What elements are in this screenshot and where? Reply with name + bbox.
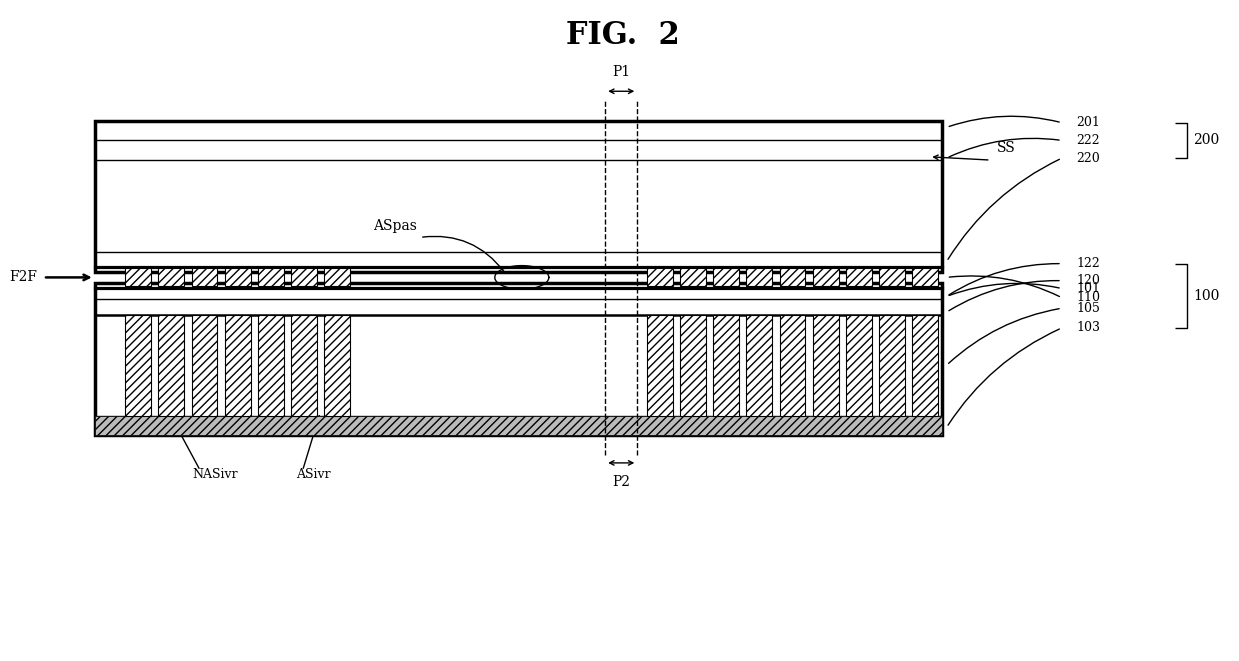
Bar [746,315,772,416]
Text: 100: 100 [1193,289,1219,303]
Text: 201: 201 [1077,116,1100,129]
Text: 101: 101 [1077,282,1100,295]
Bar [224,315,250,416]
Bar [291,315,317,416]
Text: 222: 222 [1077,134,1100,147]
Text: P1: P1 [612,65,631,79]
Bar [258,315,284,416]
Bar [714,315,740,416]
Bar [846,268,872,286]
Bar [912,268,938,286]
Text: 220: 220 [1077,151,1100,165]
Text: 122: 122 [1077,257,1100,270]
Bar [680,268,706,286]
Bar [680,315,706,416]
Bar [94,121,942,272]
Bar [94,284,942,436]
Bar [325,268,349,286]
Bar [192,315,217,416]
Bar [291,268,317,286]
Bar [159,268,185,286]
Bar [647,315,673,416]
Bar [746,268,772,286]
Bar [846,315,872,416]
Bar [779,268,805,286]
Bar [224,268,250,286]
Bar [192,268,217,286]
Text: P2: P2 [612,475,631,488]
Bar [878,315,904,416]
Text: 120: 120 [1077,274,1100,287]
Text: ASpas: ASpas [373,219,418,233]
Bar [813,268,839,286]
Text: F2F: F2F [9,270,37,284]
Text: NASivr: NASivr [192,468,238,481]
Bar [94,416,942,436]
Bar [647,268,673,286]
Bar [878,268,904,286]
Text: 103: 103 [1077,321,1100,334]
Bar [912,315,938,416]
Bar [125,315,151,416]
Text: 200: 200 [1193,134,1219,147]
Text: ASivr: ASivr [296,468,331,481]
Bar [325,315,349,416]
Bar [779,315,805,416]
Bar [813,315,839,416]
Bar [258,268,284,286]
Bar [159,315,185,416]
Text: 110: 110 [1077,292,1100,304]
Text: SS: SS [997,141,1016,155]
Bar [125,268,151,286]
Text: FIG.  2: FIG. 2 [565,20,679,51]
Text: 105: 105 [1077,301,1100,315]
Bar [714,268,740,286]
